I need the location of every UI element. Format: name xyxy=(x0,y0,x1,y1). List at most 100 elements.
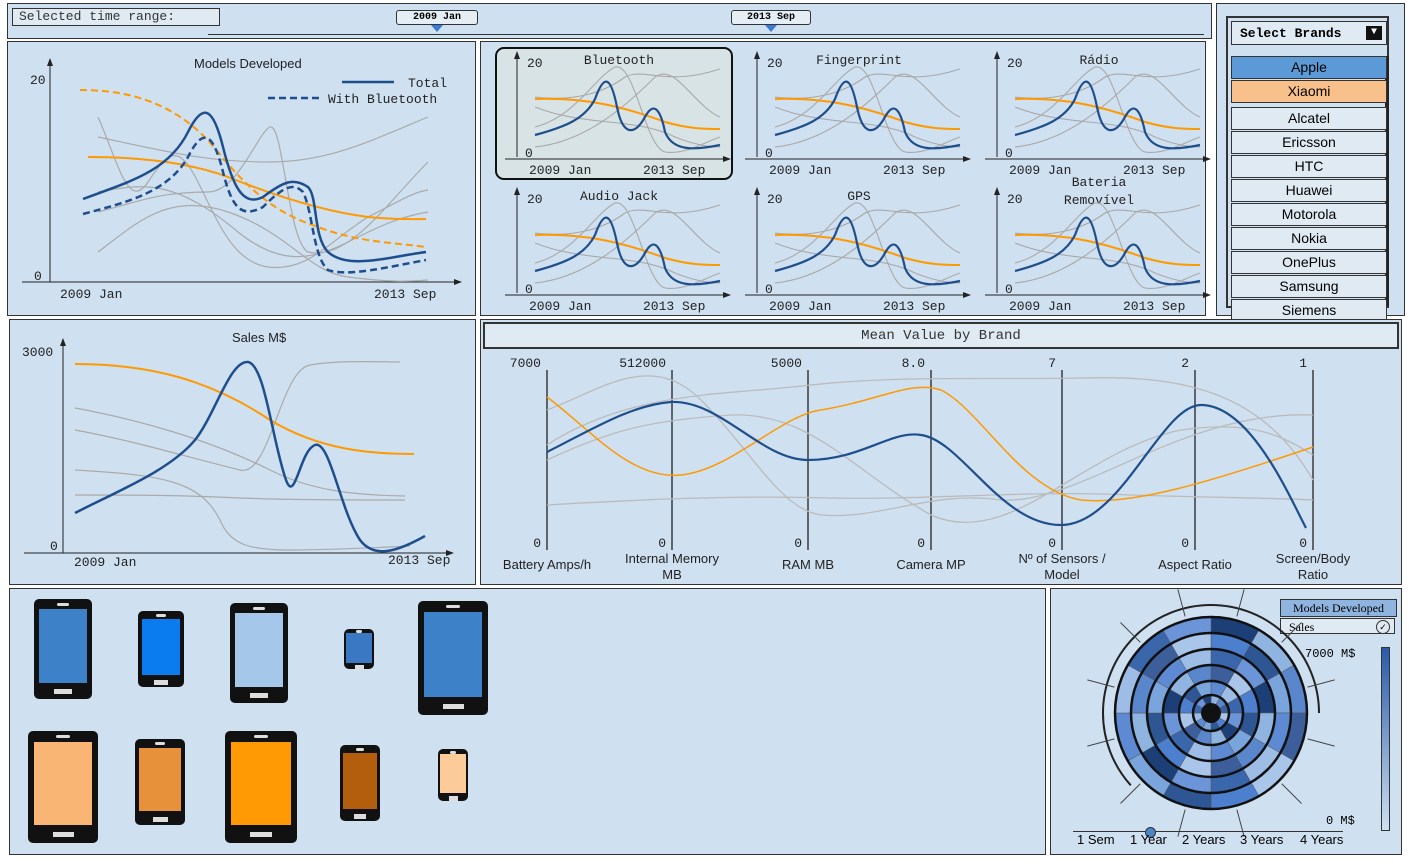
period-slider-track[interactable] xyxy=(1073,831,1343,832)
multiple-x-end: 2013 Sep xyxy=(1123,163,1185,178)
start-handle-arrow-icon xyxy=(431,25,443,32)
multiple-x-end: 2013 Sep xyxy=(883,163,945,178)
phone-xiaomi-1-icon xyxy=(28,731,98,843)
brand-item-samsung[interactable]: Samsung xyxy=(1231,275,1387,298)
spiral-tick xyxy=(1120,622,1141,643)
feature-label2-5: Removível xyxy=(1064,193,1134,208)
spiral-panel: Models Developed Sales ✓ 7000 M$ 0 M$ 1 … xyxy=(1050,588,1402,855)
period-label-2[interactable]: 2 Years xyxy=(1182,832,1226,847)
spiral-ring xyxy=(1161,663,1261,763)
axis-max-5: 2 xyxy=(1181,356,1189,371)
period-label-3[interactable]: 3 Years xyxy=(1240,832,1284,847)
select-brands-dropdown[interactable]: Select Brands ▼ xyxy=(1231,21,1387,45)
spiral-outer-arc xyxy=(1102,604,1320,822)
parallel-line-other xyxy=(546,377,1314,481)
multiple-y-max: 20 xyxy=(1007,56,1023,71)
metric-option-models[interactable]: Models Developed xyxy=(1280,599,1397,617)
axis-label-1: Internal Memory xyxy=(625,551,719,566)
multiple-x-start: 2009 Jan xyxy=(1009,299,1071,314)
spiral-ring xyxy=(1129,631,1293,795)
metric-option-sales[interactable]: Sales ✓ xyxy=(1280,618,1395,634)
legend-total: Total xyxy=(408,76,447,91)
brand-item-xiaomi[interactable]: Xiaomi xyxy=(1231,80,1387,103)
feature-multiple-5[interactable]: 20 0 2009 Jan 2013 Sep Bateria Removível xyxy=(985,175,1211,314)
period-slider-handle[interactable] xyxy=(1145,827,1156,838)
parallel-line-other xyxy=(546,414,1314,523)
feature-multiple-3[interactable]: 20 0 2009 Jan 2013 Sep Audio Jack xyxy=(505,187,731,314)
brand-item-alcatel[interactable]: Alcatel xyxy=(1231,107,1387,130)
axis-label-2: RAM MB xyxy=(782,557,834,572)
multiple-x-start: 2009 Jan xyxy=(529,163,591,178)
spiral-chart xyxy=(1087,589,1335,837)
parallel-panel: Mean Value by Brand 7000 0 Battery Amps/h 5… xyxy=(480,319,1402,585)
multiple-y-max: 20 xyxy=(1007,192,1023,207)
legend-with-bluetooth: With Bluetooth xyxy=(328,92,437,107)
brand-item-nokia[interactable]: Nokia xyxy=(1231,227,1387,250)
sales-y-min: 0 xyxy=(50,539,58,554)
phone-apple-4-icon xyxy=(344,629,374,671)
feature-multiple-4[interactable]: 20 0 2009 Jan 2013 Sep GPS xyxy=(745,187,971,314)
brand-item-huawei[interactable]: Huawei xyxy=(1231,179,1387,202)
select-brands-label: Select Brands xyxy=(1240,26,1342,41)
color-scale-bar xyxy=(1381,647,1390,831)
y-min-label: 0 xyxy=(34,269,42,284)
start-handle-label: 2009 Jan xyxy=(396,10,478,25)
time-range-end-handle[interactable]: 2013 Sep xyxy=(731,10,811,32)
multiple-x-start: 2009 Jan xyxy=(769,163,831,178)
x-start-label: 2009 Jan xyxy=(60,287,122,302)
spiral-tick xyxy=(1120,783,1141,804)
period-label-1[interactable]: 1 Year xyxy=(1130,832,1167,847)
multiple-x-end: 2013 Sep xyxy=(643,299,705,314)
time-range-track[interactable] xyxy=(208,34,1204,35)
axis-max-4: 7 xyxy=(1048,356,1056,371)
multiple-x-end: 2013 Sep xyxy=(883,299,945,314)
brand-item-oneplus[interactable]: OnePlus xyxy=(1231,251,1387,274)
axis-label2-6: Ratio xyxy=(1298,567,1328,582)
axis-max-1: 512000 xyxy=(619,356,666,371)
spiral-tick xyxy=(1177,809,1186,837)
axis-min-0: 0 xyxy=(533,536,541,551)
axis-min-2: 0 xyxy=(794,536,802,551)
multiple-y-max: 20 xyxy=(767,192,783,207)
multiple-x-start: 2009 Jan xyxy=(529,299,591,314)
axis-min-5: 0 xyxy=(1181,536,1189,551)
feature-multiple-1[interactable]: 20 0 2009 Jan 2013 Sep Fingerprint xyxy=(745,51,971,178)
period-label-0[interactable]: 1 Sem xyxy=(1077,832,1115,847)
metric-option-sales-label: Sales xyxy=(1289,620,1315,634)
axis-max-0: 7000 xyxy=(510,356,541,371)
parallel-title: Mean Value by Brand xyxy=(483,322,1399,349)
sales-y-max: 3000 xyxy=(22,345,53,360)
time-range-start-handle[interactable]: 2009 Jan xyxy=(396,10,478,32)
phone-apple-5-icon xyxy=(418,601,488,715)
axis-min-3: 0 xyxy=(917,536,925,551)
phone-apple-2-icon xyxy=(138,611,184,687)
brand-item-ericsson[interactable]: Ericsson xyxy=(1231,131,1387,154)
phone-xiaomi-5-icon xyxy=(438,749,468,802)
time-range-panel: Selected time range: 2009 Jan 2013 Sep xyxy=(7,3,1212,39)
axis-label-5: Aspect Ratio xyxy=(1158,557,1232,572)
spiral-tick xyxy=(1307,738,1335,747)
brand-item-motorola[interactable]: Motorola xyxy=(1231,203,1387,226)
axis-max-6: 1 xyxy=(1299,356,1307,371)
feature-label-4: GPS xyxy=(847,189,871,204)
axis-label2-4: Model xyxy=(1044,567,1080,582)
scale-max-label: 7000 M$ xyxy=(1305,647,1356,661)
brand-scrollbar[interactable] xyxy=(1385,56,1389,306)
feature-label-3: Audio Jack xyxy=(580,189,658,204)
feature-multiple-2[interactable]: 20 0 2009 Jan 2013 Sep Rádio xyxy=(985,51,1211,178)
axis-label-3: Camera MP xyxy=(896,557,965,572)
parallel-line-apple xyxy=(546,400,1307,529)
feature-label-1: Fingerprint xyxy=(816,53,902,68)
multiple-y-min: 0 xyxy=(1005,146,1013,161)
scale-min-label: 0 M$ xyxy=(1326,814,1355,828)
feature-multiple-0[interactable]: 20 0 2009 Jan 2013 Sep Bluetooth xyxy=(495,47,733,180)
brand-item-htc[interactable]: HTC xyxy=(1231,155,1387,178)
spiral-ring xyxy=(1191,693,1231,733)
axis-min-4: 0 xyxy=(1048,536,1056,551)
period-label-4[interactable]: 4 Years xyxy=(1300,832,1344,847)
axis-min-1: 0 xyxy=(658,536,666,551)
phone-xiaomi-4-icon xyxy=(340,745,380,821)
brand-item-apple[interactable]: Apple xyxy=(1231,56,1387,79)
phone-xiaomi-2-icon xyxy=(135,739,185,825)
